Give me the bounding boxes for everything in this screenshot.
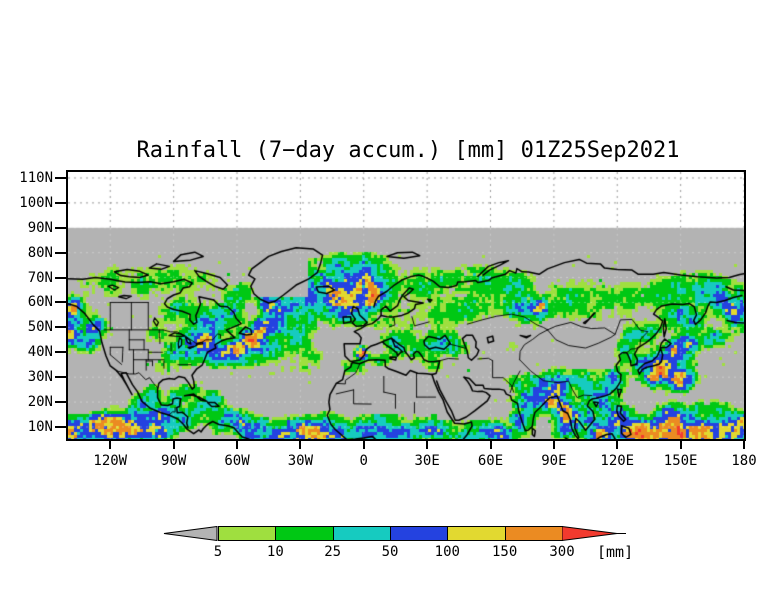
x-tick-label: 180 (731, 453, 757, 469)
y-tick-label: 50N (27, 319, 53, 336)
y-tick (55, 425, 66, 428)
x-tick (172, 441, 175, 449)
x-tick (426, 441, 429, 449)
y-tick (55, 251, 66, 254)
x-tick-label: 90E (541, 453, 567, 469)
x-tick (236, 441, 238, 449)
x-tick-label: 60E (477, 453, 504, 469)
colorbar-tick-label: 300 (549, 544, 575, 560)
x-tick (616, 441, 619, 449)
x-tick-label: 120W (93, 453, 128, 469)
colorbar-segment (447, 526, 506, 541)
colorbar-unit: [mm] (597, 543, 634, 561)
x-tick (362, 441, 365, 449)
colorbar-under-arrow (163, 526, 218, 541)
y-tick (55, 376, 66, 379)
colorbar-tick-label: 25 (324, 544, 342, 560)
x-tick-label: 120E (600, 453, 635, 469)
colorbar-tick-label: 10 (266, 544, 284, 560)
y-tick-label: 10N (27, 418, 53, 435)
colorbar-segment (275, 526, 334, 541)
x-tick (109, 441, 112, 449)
colorbar-segment (218, 526, 277, 541)
y-tick (55, 276, 66, 279)
colorbar-segment (504, 526, 563, 541)
colorbar-tick-label: 100 (434, 544, 460, 560)
y-tick-label: 80N (27, 244, 53, 261)
colorbar-over-arrow (562, 526, 618, 541)
y-tick (55, 301, 66, 304)
x-tick-label: 150E (663, 453, 698, 469)
x-tick (299, 441, 302, 449)
y-tick-label: 70N (27, 269, 53, 286)
y-tick-label: 110N (19, 169, 53, 186)
map-canvas (68, 172, 744, 439)
y-tick-label: 90N (27, 219, 53, 236)
x-tick (489, 441, 492, 449)
x-tick-label: 60W (224, 453, 250, 469)
y-tick (55, 176, 66, 179)
y-tick (55, 351, 66, 354)
x-tick (552, 441, 555, 449)
x-tick (679, 441, 682, 449)
y-tick-label: 40N (27, 344, 53, 361)
x-tick-label: 90W (160, 453, 187, 469)
y-tick (55, 201, 66, 204)
y-tick (55, 401, 66, 404)
colorbar-tick-label: 5 (213, 544, 223, 560)
plot-frame (66, 170, 746, 441)
colorbar-segment (332, 526, 391, 541)
x-tick (743, 441, 745, 449)
y-tick-label: 30N (27, 369, 53, 386)
figure-title: Rainfall (7−day accum.) [mm] 01Z25Sep202… (136, 138, 680, 163)
x-tick-label: 0 (359, 453, 368, 469)
x-tick-label: 30W (287, 453, 314, 469)
x-tick-label: 30E (414, 453, 440, 469)
colorbar-tick-label: 50 (381, 544, 399, 560)
colorbar-tick-label: 150 (492, 544, 518, 560)
y-tick (55, 326, 66, 329)
y-tick-label: 60N (27, 294, 53, 311)
colorbar-segment (390, 526, 449, 541)
y-tick-label: 20N (27, 394, 53, 411)
y-tick (55, 226, 66, 229)
colorbar-arrow-tail (616, 533, 626, 534)
y-tick-label: 100N (19, 194, 53, 211)
